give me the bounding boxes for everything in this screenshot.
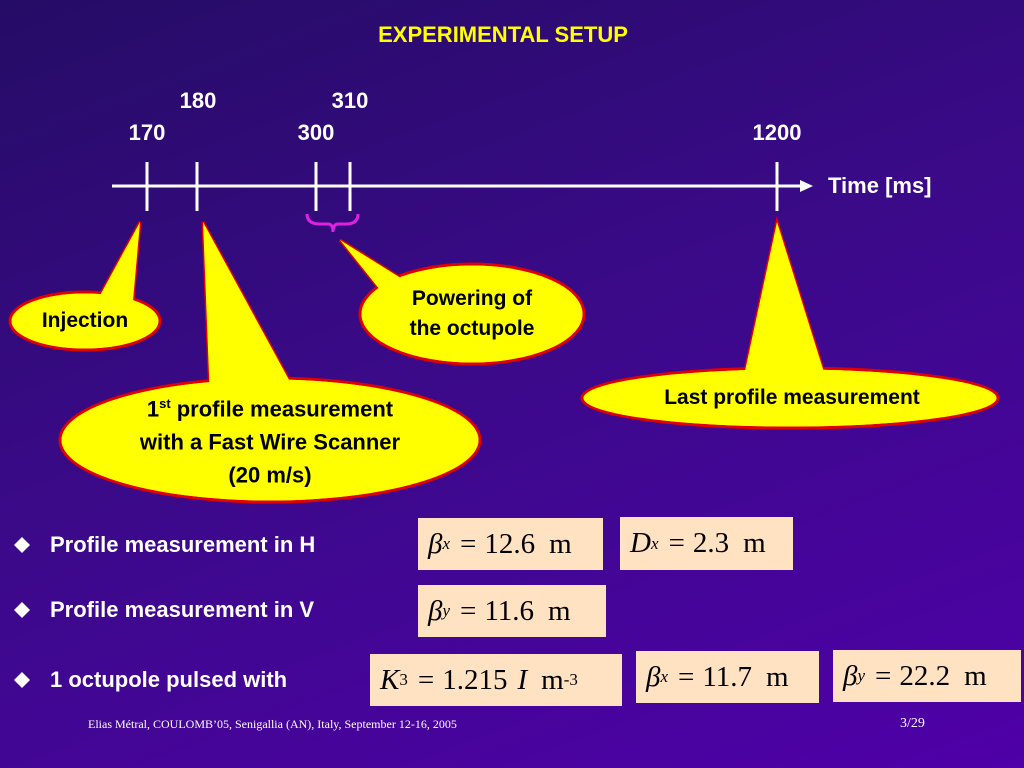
operator: =	[678, 660, 695, 693]
callout-fill	[583, 369, 997, 427]
unit: m	[548, 594, 571, 627]
formula: β x = 12.6 m	[418, 518, 603, 570]
value: 1.215	[442, 663, 508, 696]
unit: m	[549, 527, 572, 560]
callout-fill	[61, 379, 479, 501]
bullet-icon	[14, 672, 30, 688]
unit: m	[743, 527, 766, 559]
value: 11.7	[702, 660, 753, 693]
superscript: st	[159, 396, 171, 412]
subscript: y	[857, 666, 865, 685]
line: with a Fast Wire Scanner	[139, 429, 401, 455]
tick-label: 1200	[752, 120, 802, 145]
symbol: β	[646, 660, 661, 693]
bullet-text: 1 octupole pulsed with	[50, 667, 288, 692]
bullet-icon	[14, 602, 30, 618]
value: 22.2	[899, 659, 951, 692]
operator: =	[460, 527, 477, 560]
timeline	[112, 162, 802, 211]
axis-label: Time [ms]	[828, 173, 932, 198]
symbol: K	[380, 663, 400, 696]
callout-text: Last profile measurement	[664, 383, 920, 413]
operator: =	[668, 527, 685, 559]
tick-label: 170	[128, 120, 166, 145]
tick-label: 300	[297, 120, 335, 145]
operator: =	[460, 594, 477, 627]
title: EXPERIMENTAL SETUP	[378, 22, 628, 47]
callout-fill	[203, 222, 300, 400]
callout-shapes	[8, 216, 1000, 504]
callout-text: Injection	[42, 306, 128, 336]
line: Injection	[41, 309, 129, 332]
callout-text: Powering of the octupole	[410, 284, 535, 344]
bullet-text: Profile measurement in H	[50, 532, 316, 557]
callout-fill	[742, 222, 828, 385]
callout-text: 1st profile measurement with a Fast Wire …	[140, 393, 400, 492]
callout-fill	[340, 240, 420, 300]
tick-label: 310	[331, 88, 369, 113]
subscript: y	[442, 601, 450, 620]
line: Last profile measurement	[664, 386, 920, 409]
unit: m	[964, 659, 987, 692]
symbol: β	[843, 659, 858, 692]
subscript: x	[442, 534, 450, 553]
value: 12.6	[484, 527, 536, 560]
text: 1	[146, 396, 160, 422]
subscript: 3	[399, 670, 408, 689]
subscript: x	[650, 533, 659, 553]
formula: β x = 11.7 m	[636, 651, 819, 703]
text: profile measurement	[176, 396, 394, 422]
symbol: β	[428, 594, 443, 627]
bullet-text: Profile measurement in V	[50, 597, 315, 622]
formula: β y = 22.2 m	[833, 650, 1021, 702]
page-number: 3/29	[900, 716, 925, 731]
tick-label: 180	[179, 88, 217, 113]
line: (20 m/s)	[228, 462, 312, 488]
line: 1st profile measurement	[140, 393, 400, 426]
brace	[305, 213, 360, 233]
bullet-icon	[14, 537, 30, 553]
callout-fill	[92, 222, 140, 312]
line: Powering of	[411, 287, 533, 310]
exponent: -3	[563, 670, 578, 689]
unit: m	[541, 663, 564, 696]
symbol: β	[428, 527, 443, 560]
line: the octupole	[409, 317, 535, 340]
unit: m	[766, 660, 789, 693]
variable: I	[517, 663, 528, 696]
formula: β y = 11.6 m	[418, 585, 606, 637]
operator: =	[875, 659, 892, 692]
symbol: D	[630, 527, 651, 559]
subscript: x	[660, 667, 668, 686]
operator: =	[417, 663, 435, 696]
bullet-icons	[14, 537, 30, 688]
arrow-head	[800, 180, 813, 192]
footer-text: Elias Métral, COULOMB’05, Senigallia (AN…	[88, 717, 457, 731]
value: 11.6	[484, 594, 535, 627]
value: 2.3	[692, 527, 730, 559]
